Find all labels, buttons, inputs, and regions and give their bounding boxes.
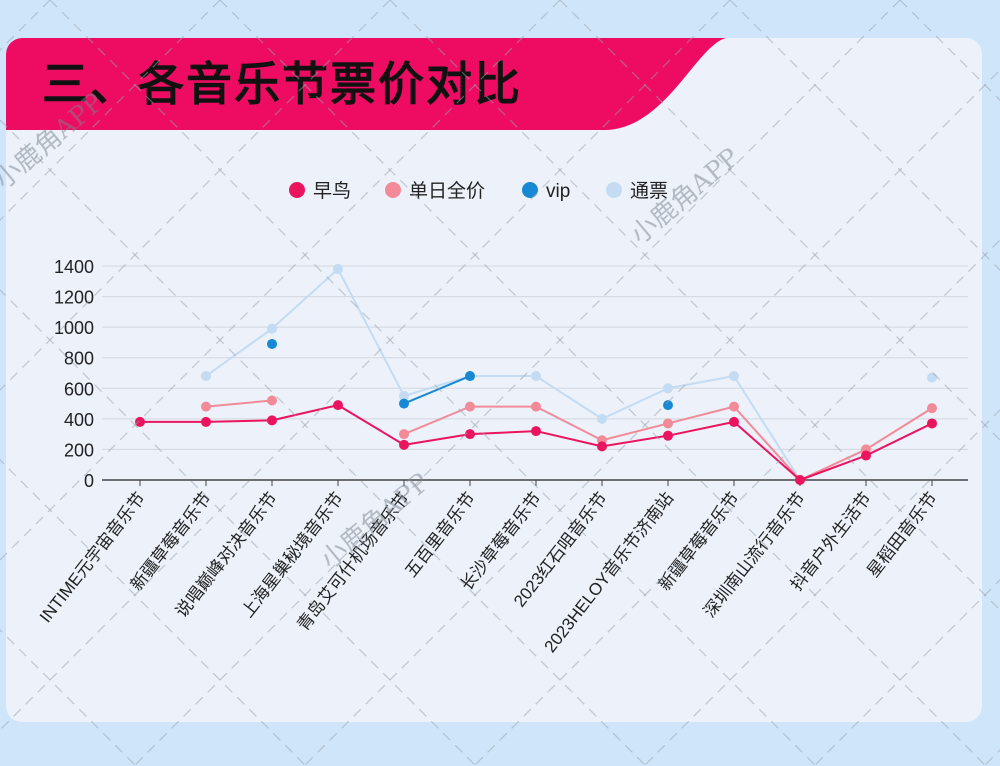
y-tick-label: 1000 [54,318,94,338]
data-point [927,372,937,383]
x-tick-label: 2023HELOY音乐节济南站 [541,489,678,656]
data-point [465,371,475,382]
data-point [927,403,937,414]
x-tick-label: 五百里音乐节 [401,489,479,581]
data-point [333,400,343,411]
y-tick-label: 800 [64,349,94,369]
data-point [927,418,937,429]
data-point [663,418,673,429]
series-line-segment [205,399,273,408]
y-tick-label: 0 [84,471,94,491]
y-tick-label: 200 [64,440,94,460]
series-line-segment [799,454,867,481]
series-2 [267,338,673,411]
legend-label: 通票 [630,180,668,202]
legend-marker [385,182,401,198]
series-line-segment [271,268,339,330]
data-point [729,416,739,427]
y-tick-label: 1400 [54,257,94,277]
series-line-segment [667,420,735,437]
data-point [399,439,409,450]
legend-marker [522,182,538,198]
series-line-segment [403,405,471,436]
data-point [531,426,541,437]
series-line-segment [535,430,603,448]
data-point [201,416,211,427]
series-line-segment [469,430,537,436]
legend-label: 单日全价 [409,180,485,202]
series-line-segment [337,268,405,397]
series-line-segment [403,433,471,446]
data-point [663,400,673,411]
data-point [333,264,343,275]
data-point [597,441,607,452]
x-tick-label: INTIME元宇宙音乐节 [36,489,149,626]
series-line-segment [667,375,735,390]
data-point [135,416,145,427]
data-point [267,323,277,334]
data-point [663,383,673,394]
y-tick-label: 600 [64,379,94,399]
data-point [663,430,673,441]
series-1 [201,395,937,485]
data-point [795,475,805,485]
data-point [531,401,541,412]
data-point [597,413,607,424]
data-point [201,401,211,412]
x-tick-label: 星稻田音乐节 [863,489,941,581]
data-point [465,401,475,412]
data-point [465,429,475,440]
x-tick-label: 青岛艾可什机场音乐节 [294,489,414,635]
legend-marker [606,182,622,198]
data-point [531,371,541,382]
data-point [861,450,871,461]
legend-label: vip [546,181,570,202]
series-line-segment [733,421,801,481]
series-3 [201,264,937,485]
series-line-segment [337,404,405,446]
series-line-segment [601,387,669,420]
data-point [729,401,739,412]
series-line-segment [403,375,471,405]
y-tick-label: 1200 [54,288,94,308]
data-point [267,415,277,426]
series-line-segment [733,405,801,481]
legend-label: 早鸟 [313,180,351,202]
data-point [729,371,739,382]
series-line-segment [733,375,801,481]
data-point [399,398,409,409]
data-point [399,429,409,440]
data-point [201,371,211,382]
data-point [267,338,277,349]
series-line-segment [403,375,471,397]
series-line-segment [667,405,735,425]
series-line-segment [271,404,339,422]
series-line-segment [205,327,273,377]
data-point [267,395,277,406]
legend-marker [289,182,305,198]
y-tick-label: 400 [64,410,94,430]
series-line-segment [205,419,273,423]
